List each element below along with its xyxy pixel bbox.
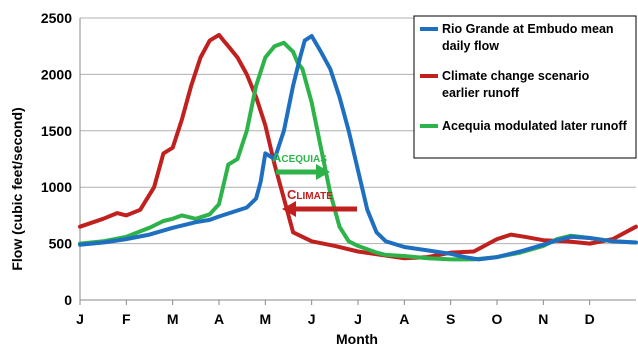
x-axis-title: Month <box>336 331 378 347</box>
legend-label: Rio Grande at Embudo mean daily flow <box>442 22 614 53</box>
annotation-climate: CLIMATE <box>287 187 333 202</box>
legend-label: Acequia modulated later runoff <box>442 119 628 133</box>
series-line-1 <box>78 32 638 261</box>
x-tick-label: S <box>446 311 455 327</box>
x-tick-label: A <box>214 311 224 327</box>
annotations: ACEQUIAS CLIMATE <box>272 150 357 217</box>
y-tick-labels: 0 500 1000 1500 2000 2500 <box>41 10 72 308</box>
x-tick-label: D <box>585 311 595 327</box>
x-tick-label: M <box>167 311 179 327</box>
y-tick-label: 0 <box>64 292 72 308</box>
x-tick-label: J <box>76 311 84 327</box>
y-tick-label: 1500 <box>41 123 72 139</box>
x-tick-label: M <box>259 311 271 327</box>
x-tick-label: A <box>399 311 409 327</box>
x-tick-label: F <box>122 311 131 327</box>
y-tick-label: 1000 <box>41 179 72 195</box>
x-tick-label: O <box>492 311 503 327</box>
climate-arrow-head <box>282 201 296 217</box>
x-tick-label: J <box>308 311 316 327</box>
x-tick-label: N <box>538 311 548 327</box>
y-tick-label: 2500 <box>41 10 72 26</box>
acequias-arrow-head <box>316 164 330 180</box>
legend: Rio Grande at Embudo mean daily flow Clima… <box>413 15 637 159</box>
y-tick-label: 2000 <box>41 66 72 82</box>
series-lines <box>78 32 638 262</box>
series-line-0 <box>78 34 638 262</box>
y-axis-title: Flow (cubic feet/second) <box>9 107 25 270</box>
annotation-acequias: ACEQUIAS <box>272 150 327 165</box>
x-tick-label: J <box>354 311 362 327</box>
y-tick-label: 500 <box>49 236 73 252</box>
legend-label: Climate change scenario earlier runoff <box>442 69 590 100</box>
legend-box <box>413 15 637 159</box>
